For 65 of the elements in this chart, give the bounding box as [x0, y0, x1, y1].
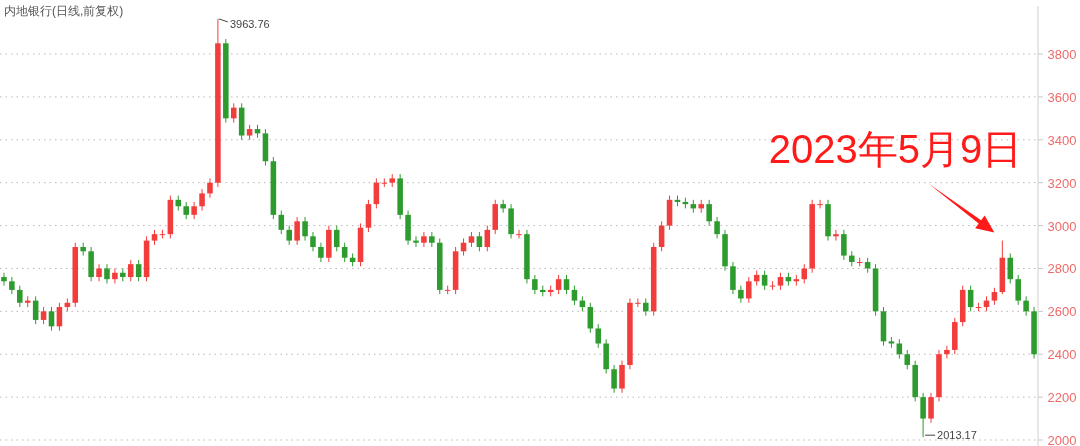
candlestick [333, 225, 340, 252]
candlestick [944, 345, 950, 360]
candlestick [318, 242, 324, 263]
candlestick [738, 285, 744, 304]
y-tick-label: 2800 [1047, 261, 1077, 277]
candlestick [920, 392, 926, 438]
candlestick [127, 259, 134, 282]
y-tick-label: 3200 [1047, 175, 1077, 191]
candlestick [413, 235, 419, 248]
candlestick [302, 216, 308, 242]
candlestick [611, 364, 617, 394]
candlestick [278, 210, 285, 235]
candlestick [310, 231, 316, 252]
candlestick [17, 285, 23, 308]
candlestick [595, 323, 602, 349]
candlestick [563, 274, 570, 295]
candlestick [421, 231, 427, 248]
y-tick-label: 2600 [1047, 304, 1077, 320]
candlestick [1007, 252, 1014, 284]
candlestick [746, 276, 752, 304]
annotation: 2023年5月9日 [768, 126, 1023, 171]
candlestick [199, 188, 205, 212]
candlestick [135, 259, 142, 282]
candlestick [619, 360, 625, 394]
y-tick-label: 2400 [1047, 347, 1077, 363]
y-tick-label: 3800 [1047, 47, 1077, 63]
candlestick [476, 231, 483, 252]
candlestick [1, 272, 7, 287]
candlestick [761, 270, 768, 291]
candlestick [904, 349, 911, 370]
annotation: 3963.76 [229, 17, 270, 30]
candlestick [928, 392, 934, 424]
candlestick [191, 201, 197, 220]
candlestick [706, 199, 712, 227]
candlestick [112, 267, 118, 284]
candlestick [833, 229, 839, 242]
candlestick [207, 177, 213, 199]
y-tick-label: 3000 [1047, 218, 1077, 234]
y-tick-label: 2200 [1047, 390, 1077, 406]
candlestick [532, 274, 538, 295]
y-tick-label: 2000 [1047, 433, 1077, 446]
candlestick [48, 306, 55, 332]
candlestick [714, 216, 720, 239]
candlestick [1015, 274, 1021, 306]
y-tick-label: 3400 [1047, 132, 1077, 148]
candlestick [730, 261, 736, 295]
candlestick [341, 242, 348, 263]
candlestick [294, 216, 300, 246]
candlestick [96, 263, 102, 282]
candlestick [817, 199, 823, 209]
candlestick [1023, 295, 1029, 317]
annotation: 2013.17 [937, 429, 977, 442]
candlestick [571, 285, 578, 306]
candlestick [9, 276, 15, 295]
candlestick [801, 263, 808, 284]
candlestick [516, 229, 522, 239]
candlestick [230, 102, 237, 124]
candlestick [555, 274, 562, 295]
y-tick-label: 3600 [1047, 89, 1077, 105]
chart-title: 内地银行(日线,前复权) [4, 4, 124, 18]
candlestick [635, 297, 641, 308]
candlestick [365, 199, 372, 233]
candlestick [841, 229, 847, 261]
candlestick [286, 225, 292, 246]
candlestick [104, 263, 110, 284]
